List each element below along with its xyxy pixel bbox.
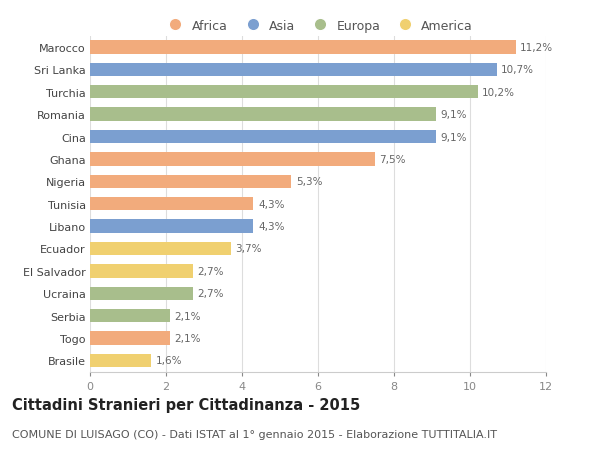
Text: 1,6%: 1,6% xyxy=(155,356,182,366)
Legend: Africa, Asia, Europa, America: Africa, Asia, Europa, America xyxy=(158,15,478,38)
Bar xyxy=(90,287,193,300)
Bar xyxy=(90,63,497,77)
Bar xyxy=(90,354,151,367)
Text: 9,1%: 9,1% xyxy=(440,132,467,142)
Text: 2,1%: 2,1% xyxy=(175,333,201,343)
Bar xyxy=(90,153,375,166)
Text: 2,1%: 2,1% xyxy=(175,311,201,321)
Bar xyxy=(90,309,170,323)
Text: 4,3%: 4,3% xyxy=(258,199,284,209)
Text: 5,3%: 5,3% xyxy=(296,177,322,187)
Text: 3,7%: 3,7% xyxy=(235,244,262,254)
Bar xyxy=(90,108,436,122)
Bar xyxy=(90,86,478,99)
Text: 11,2%: 11,2% xyxy=(520,43,553,53)
Text: 9,1%: 9,1% xyxy=(440,110,467,120)
Text: COMUNE DI LUISAGO (CO) - Dati ISTAT al 1° gennaio 2015 - Elaborazione TUTTITALIA: COMUNE DI LUISAGO (CO) - Dati ISTAT al 1… xyxy=(12,429,497,439)
Text: 7,5%: 7,5% xyxy=(380,155,406,165)
Bar xyxy=(90,331,170,345)
Bar xyxy=(90,130,436,144)
Text: Cittadini Stranieri per Cittadinanza - 2015: Cittadini Stranieri per Cittadinanza - 2… xyxy=(12,397,360,412)
Text: 10,7%: 10,7% xyxy=(501,65,534,75)
Text: 10,2%: 10,2% xyxy=(482,88,515,98)
Bar xyxy=(90,242,230,256)
Bar xyxy=(90,264,193,278)
Bar xyxy=(90,220,253,233)
Text: 2,7%: 2,7% xyxy=(197,289,224,299)
Bar xyxy=(90,197,253,211)
Bar xyxy=(90,175,292,189)
Text: 2,7%: 2,7% xyxy=(197,266,224,276)
Bar xyxy=(90,41,515,55)
Text: 4,3%: 4,3% xyxy=(258,222,284,232)
